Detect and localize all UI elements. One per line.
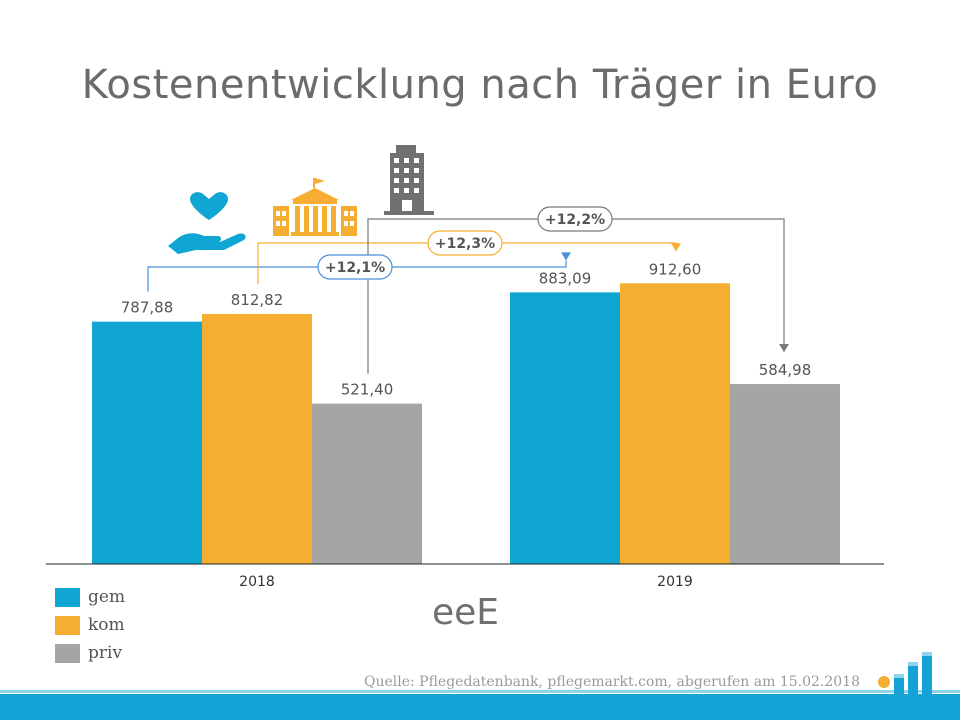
legend-swatch-gem xyxy=(55,587,80,607)
growth-label-kom: +12,3% xyxy=(435,236,495,252)
growth-arrowhead-gem xyxy=(561,252,571,261)
watermark-text: eeE xyxy=(432,592,500,633)
data-label-priv-2018: 521,40 xyxy=(341,381,394,399)
logo-icon xyxy=(878,652,932,720)
office-tower-icon xyxy=(384,145,434,215)
legend-item-priv: priv xyxy=(55,639,125,667)
bar-gem-2018 xyxy=(92,321,202,564)
legend-label-gem: gem xyxy=(88,587,126,607)
legend: gem kom priv xyxy=(55,583,125,667)
bar-priv-2018 xyxy=(312,403,422,564)
legend-swatch-priv xyxy=(55,643,80,663)
growth-label-gem: +12,1% xyxy=(325,260,385,276)
chart-title: Kostenentwicklung nach Träger in Euro xyxy=(81,62,879,108)
legend-item-kom: kom xyxy=(55,611,125,639)
footer-divider xyxy=(0,690,960,693)
legend-label-priv: priv xyxy=(88,643,123,663)
growth-arrowhead-priv xyxy=(779,344,789,353)
x-tick-label-2019: 2019 xyxy=(657,574,693,590)
institution-building-icon xyxy=(273,178,357,236)
bar-priv-2019 xyxy=(730,384,840,564)
footer-band xyxy=(0,694,960,720)
data-label-gem-2018: 787,88 xyxy=(121,299,174,317)
heart-hand-icon xyxy=(168,192,246,254)
data-label-priv-2019: 584,98 xyxy=(759,361,812,379)
bar-kom-2018 xyxy=(202,313,312,564)
data-label-kom-2018: 812,82 xyxy=(231,291,284,309)
legend-swatch-kom xyxy=(55,615,80,635)
bar-gem-2019 xyxy=(510,292,620,564)
growth-pill-gem xyxy=(317,254,393,280)
growth-label-priv: +12,2% xyxy=(545,212,605,228)
legend-label-kom: kom xyxy=(88,615,125,635)
growth-pill-priv xyxy=(537,206,613,232)
legend-item-gem: gem xyxy=(55,583,125,611)
data-label-gem-2019: 883,09 xyxy=(539,269,592,287)
source-note: Quelle: Pflegedatenbank, pflegemarkt.com… xyxy=(363,674,860,690)
bar-kom-2019 xyxy=(620,283,730,564)
x-tick-label-2018: 2018 xyxy=(239,574,275,590)
growth-pill-kom xyxy=(427,230,503,256)
growth-arrowhead-kom xyxy=(671,243,681,252)
data-label-kom-2019: 912,60 xyxy=(649,260,702,278)
